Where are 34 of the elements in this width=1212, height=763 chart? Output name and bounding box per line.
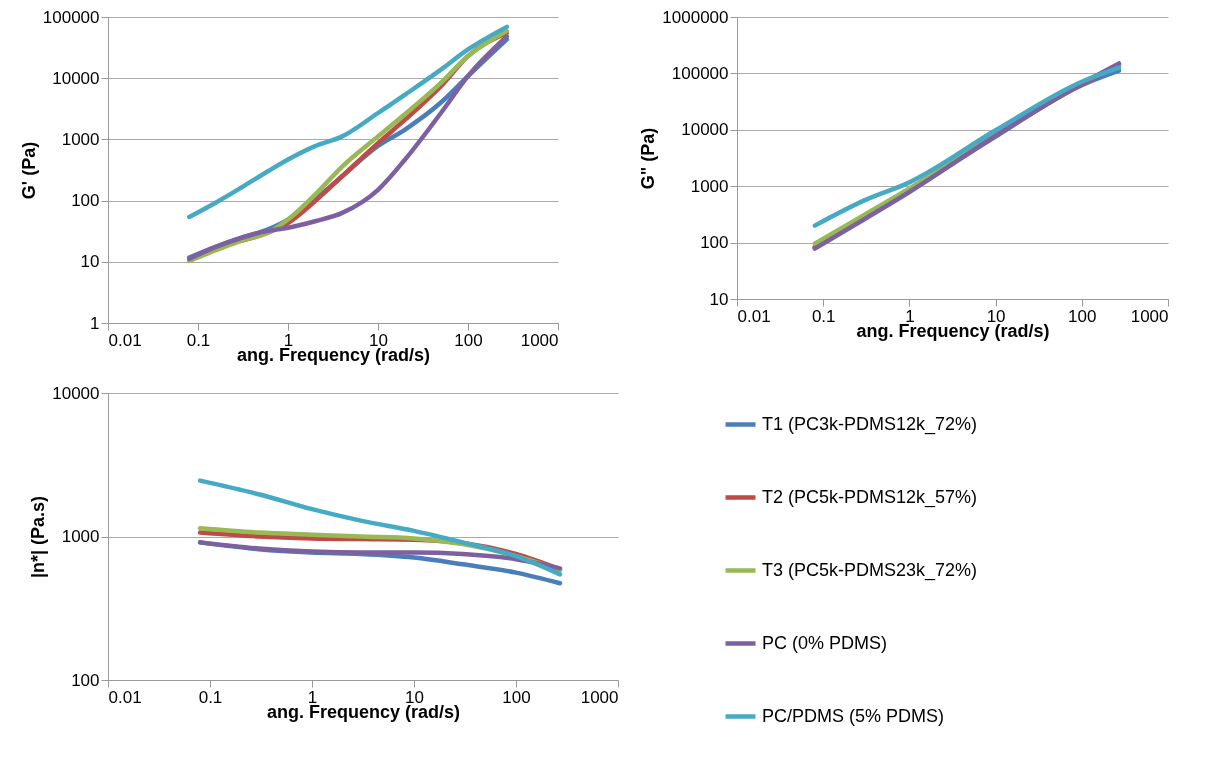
y-tick-label: 1000: [61, 129, 100, 149]
x-tick-label: 100: [454, 330, 483, 350]
y-tick-label: 100: [71, 191, 100, 211]
x-tick-label: 100: [502, 687, 531, 707]
legend-label: PC/PDMS (5% PDMS): [762, 705, 945, 726]
legend-label: PC (0% PDMS): [762, 632, 888, 653]
y-tick-label: 10: [709, 289, 729, 309]
x-tick-label: 1000: [520, 330, 559, 350]
y-tick-label: 100000: [671, 63, 729, 83]
y-tick-label: 100: [71, 670, 100, 690]
y-axis-title: |n*| (Pa.s): [28, 495, 49, 579]
x-tick-label: 1000: [1130, 306, 1169, 326]
y-axis-title: G" (Pa): [638, 127, 659, 190]
y-tick-label: 100000: [42, 7, 100, 27]
x-tick-label: 100: [1068, 306, 1097, 326]
legend-label: T1 (PC3k-PDMS12k_72%): [762, 413, 978, 435]
y-tick-label: 1000: [61, 527, 100, 546]
x-tick-label: 0.1: [811, 306, 836, 326]
y-tick-label: 100: [700, 233, 729, 253]
y-tick-label: 10000: [52, 68, 100, 88]
x-tick-label: 0.01: [108, 330, 142, 350]
legend-label: T3 (PC5k-PDMS23k_72%): [762, 559, 978, 581]
y-tick-label: 10000: [52, 383, 100, 403]
y-tick-label: 1000000: [662, 7, 729, 27]
x-tick-label: 0.1: [186, 330, 211, 350]
y-tick-label: 1000: [690, 176, 729, 196]
x-tick-label: 0.01: [108, 687, 142, 707]
x-tick-label: 0.1: [198, 687, 223, 707]
y-tick-label: 10000: [681, 120, 729, 140]
y-axis-title: G' (Pa): [18, 141, 39, 200]
x-tick-label: 0.01: [737, 306, 771, 326]
y-tick-label: 10: [80, 252, 100, 272]
x-tick-label: 1000: [580, 687, 619, 707]
legend-label: T2 (PC5k-PDMS12k_57%): [762, 486, 978, 508]
